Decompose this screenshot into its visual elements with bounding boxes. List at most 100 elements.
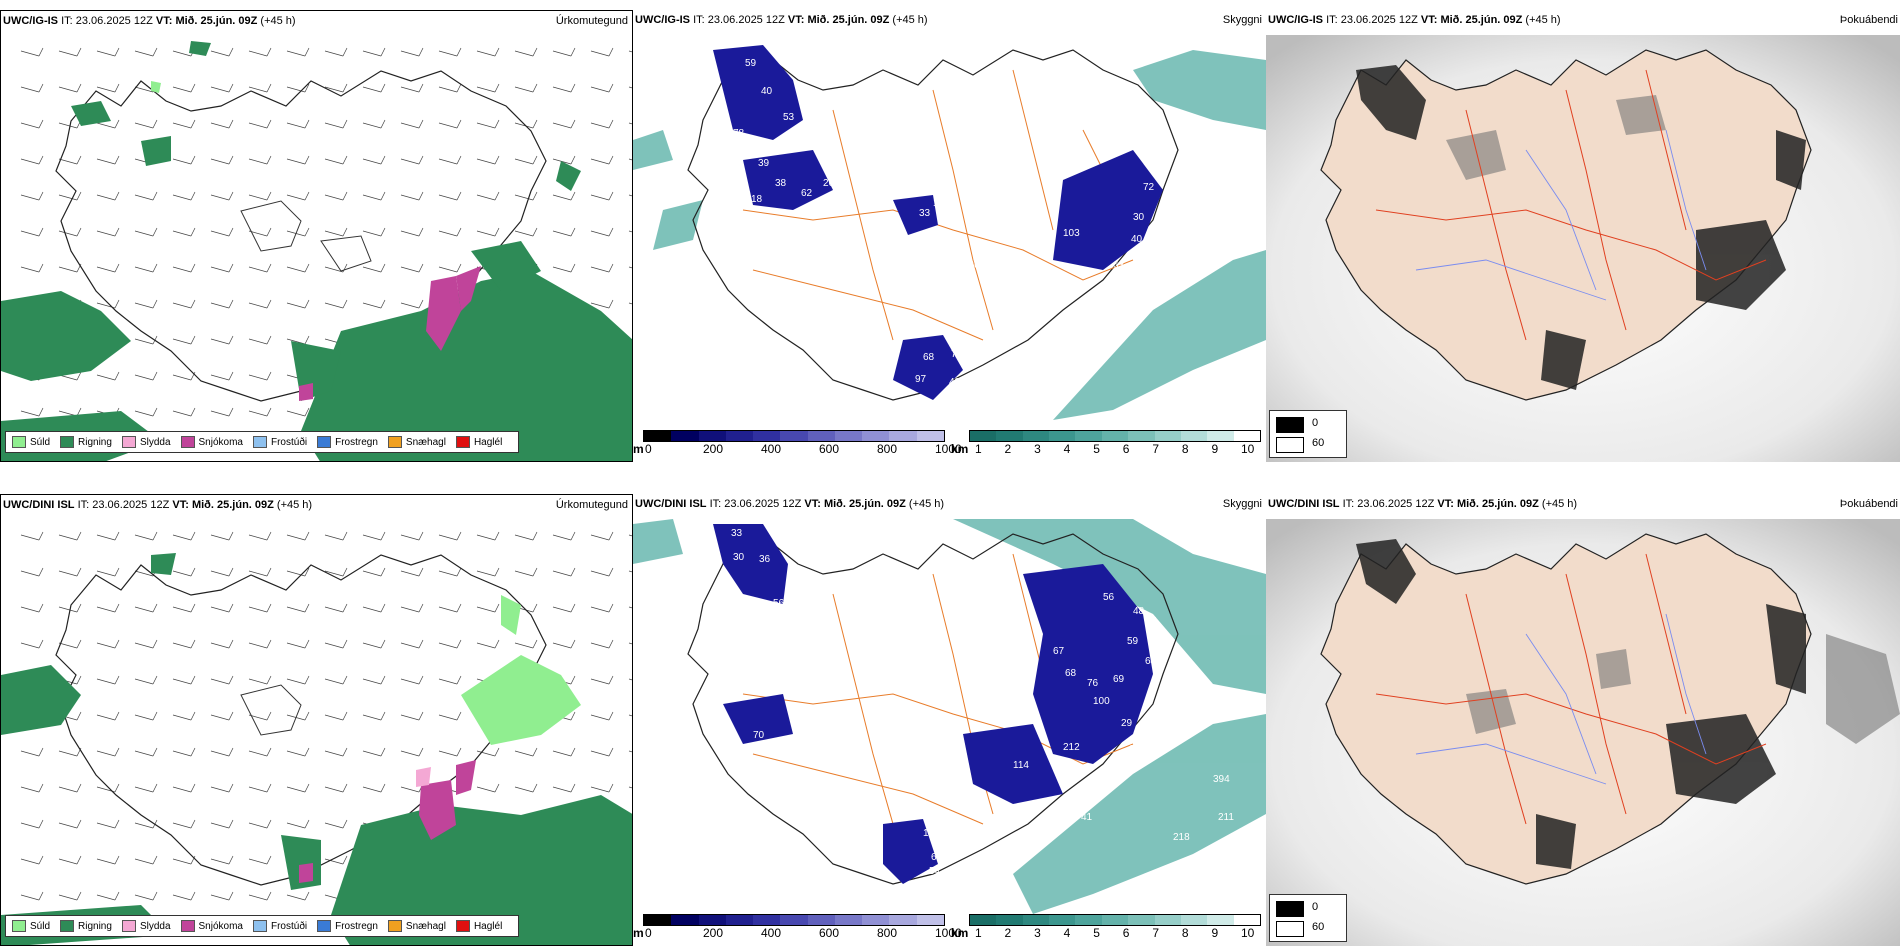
wind-barb [514,119,538,129]
wind-barb [20,119,44,129]
wind-barb [134,891,158,901]
cloudbase-label: 93 [895,756,907,767]
wind-barb [210,83,234,93]
wind-barb [514,47,538,57]
legend-item: Snæhagl [387,436,446,448]
cloudbase-label: 48 [949,377,961,388]
colorbar-segment [889,915,917,925]
colorbar-segment [1022,915,1050,925]
wind-barb [590,191,614,201]
wind-barb [324,783,348,793]
wind-barb [324,119,348,129]
wind-barb [324,263,348,273]
legend-label: Frostregn [335,436,378,448]
cloudbase-label: 49 [1173,672,1185,683]
wind-barb [172,227,196,237]
colorbar-segment [1180,431,1208,441]
colorbar-tick: 4 [1063,442,1071,456]
wind-barb [248,711,272,721]
cloudbase-label: 212 [1063,742,1080,753]
wind-barb [172,407,196,417]
cloudbase-label: 160 [963,260,980,271]
wind-barb [248,299,272,309]
cloudbase-label: 40 [761,86,773,97]
colorbar-unit: km [951,926,969,940]
wind-barb [438,567,462,577]
wind-barb [438,191,462,201]
cloudbase-label: 32 [1089,784,1101,795]
colorbar-segment [970,431,997,441]
visibility-colorbar: km 1 2 3 4 5 6 7 8 9 10 [951,430,1261,458]
legend-item: Haglél [455,436,502,448]
cloudbase-label: 64 [1145,656,1157,667]
fog-legend-label: 60 [1312,921,1325,933]
wind-barb [514,531,538,541]
wind-barb [400,711,424,721]
wind-barb [248,819,272,829]
colorbar-tick: 1000 [935,442,962,456]
colorbar-tick: 8 [1181,442,1189,456]
wind-barb [248,639,272,649]
wind-barb [58,47,82,57]
wind-barb [210,371,234,381]
wind-barb [248,747,272,757]
wind-barb [476,119,500,129]
wind-barb [96,155,120,165]
cloudbase-label: 54 [929,866,941,877]
wind-barb [96,191,120,201]
wind-barb [324,747,348,757]
colorbar-tick: 800 [877,442,898,456]
fog-panel-row1: UWC/IG-IS IT: 23.06.2025 12Z VT: Mið. 25… [1266,10,1900,462]
fog-legend-label: 0 [1312,417,1319,429]
wind-barb [172,335,196,345]
cloudbase-label: 40 [1131,234,1143,245]
colorbar-segment [780,915,808,925]
colorbar-segment [1180,915,1208,925]
legend-label: Snæhagl [405,436,446,448]
wind-barb [286,819,310,829]
colorbar-segment [671,431,699,441]
colorbar-segment [1233,431,1260,441]
cloudbase-label: 28 [933,896,945,907]
wind-barb [172,747,196,757]
wind-barb [96,855,120,865]
wind-barb [172,191,196,201]
cloudbase-label: 218 [1173,832,1190,843]
cloudbase-panel-row2: UWC/DINI ISL IT: 23.06.2025 12Z VT: Mið.… [633,494,1266,946]
legend-swatch [180,436,195,448]
colorbar-tick: 400 [761,442,782,456]
wind-barb [514,567,538,577]
colorbar-tick: 0 [645,926,652,940]
fog-map [1266,35,1900,462]
legend-swatch [455,920,470,932]
wind-barb [210,191,234,201]
cloudbase-label: 11 [933,198,944,209]
wind-barb [172,783,196,793]
colorbar-segment [834,431,863,441]
wind-barb [362,531,386,541]
wind-barb [96,783,120,793]
wind-barb [172,155,196,165]
legend-swatch [121,436,136,448]
fog-legend-swatch [1276,417,1304,433]
wind-barb [210,335,234,345]
colorbar-segment [1207,431,1234,441]
colorbar-tick: 400 [761,926,782,940]
wind-barb [552,47,576,57]
wind-barb [248,335,272,345]
wind-barb [438,711,462,721]
precip-type-legend: Súld Rigning Slydda Snjókoma Frostúði Frostre… [5,915,520,937]
legend-label: Frostúði [270,436,308,448]
colorbar-tick: 4 [1063,926,1071,940]
fog-index-legend: 0 60 [1269,894,1347,942]
panel-parameter: Skyggni [1222,498,1262,510]
wind-barb [438,47,462,57]
wind-barb [400,191,424,201]
colorbar-segment [698,915,726,925]
wind-barb [20,783,44,793]
legend-item: Haglél [455,920,502,932]
wind-barb [552,531,576,541]
wind-barb [400,263,424,273]
legend-label: Súld [30,920,51,932]
legend-swatch [252,436,267,448]
